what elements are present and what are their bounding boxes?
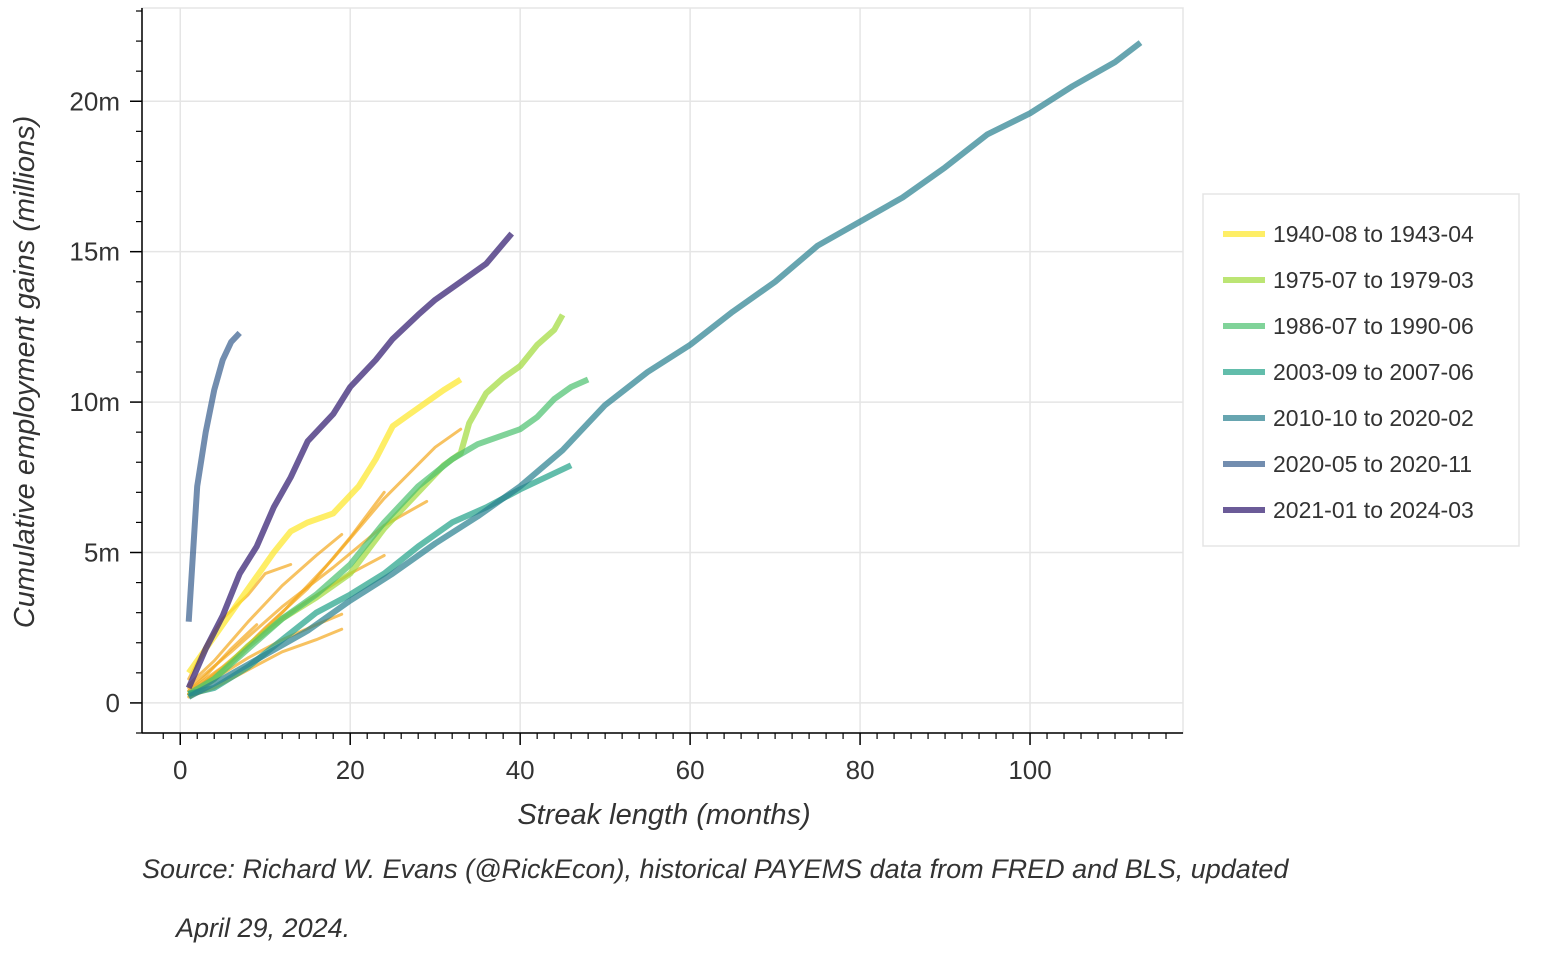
y-tick-label: 5m	[84, 538, 120, 568]
legend-label: 1986-07 to 1990-06	[1273, 313, 1474, 339]
y-tick-label: 15m	[69, 237, 120, 267]
other-streak-line	[187, 533, 344, 687]
x-tick-label: 20	[336, 755, 365, 785]
source-note-line-2: April 29, 2024.	[174, 913, 350, 943]
y-tick-label: 0	[106, 688, 120, 718]
series-line-4	[187, 40, 1143, 700]
series-lines	[185, 40, 1143, 700]
x-tick-label: 80	[846, 755, 875, 785]
series-line-5	[185, 330, 242, 622]
x-tick-label: 100	[1008, 755, 1051, 785]
series-line-6	[185, 231, 514, 690]
source-note-line-1: Source: Richard W. Evans (@RickEcon), hi…	[142, 854, 1289, 884]
x-tick-label: 40	[506, 755, 535, 785]
legend-label: 1940-08 to 1943-04	[1273, 221, 1474, 247]
legend-label: 2010-10 to 2020-02	[1273, 405, 1474, 431]
series-line-0	[186, 376, 463, 675]
y-tick-label: 10m	[69, 387, 120, 417]
legend-label: 2021-01 to 2024-03	[1273, 497, 1474, 523]
legend-label: 2020-05 to 2020-11	[1273, 451, 1472, 477]
legend-label: 2003-09 to 2007-06	[1273, 359, 1474, 385]
legend-label: 1975-07 to 1979-03	[1273, 267, 1474, 293]
x-tick-label: 60	[676, 755, 705, 785]
series-line-2	[187, 376, 590, 697]
y-axis-title: Cumulative employment gains (millions)	[9, 116, 41, 629]
x-axis-title: Streak length (months)	[517, 799, 810, 831]
y-tick-label: 20m	[69, 86, 120, 116]
axes: 0 20 40 60 80 100 0 5m 10m 15m 20m	[69, 8, 1183, 785]
grid	[142, 8, 1183, 733]
x-tick-label: 0	[173, 755, 187, 785]
legend: 1940-08 to 1943-04 1975-07 to 1979-03 1986…	[1202, 193, 1520, 547]
other-streak-line	[187, 623, 259, 693]
